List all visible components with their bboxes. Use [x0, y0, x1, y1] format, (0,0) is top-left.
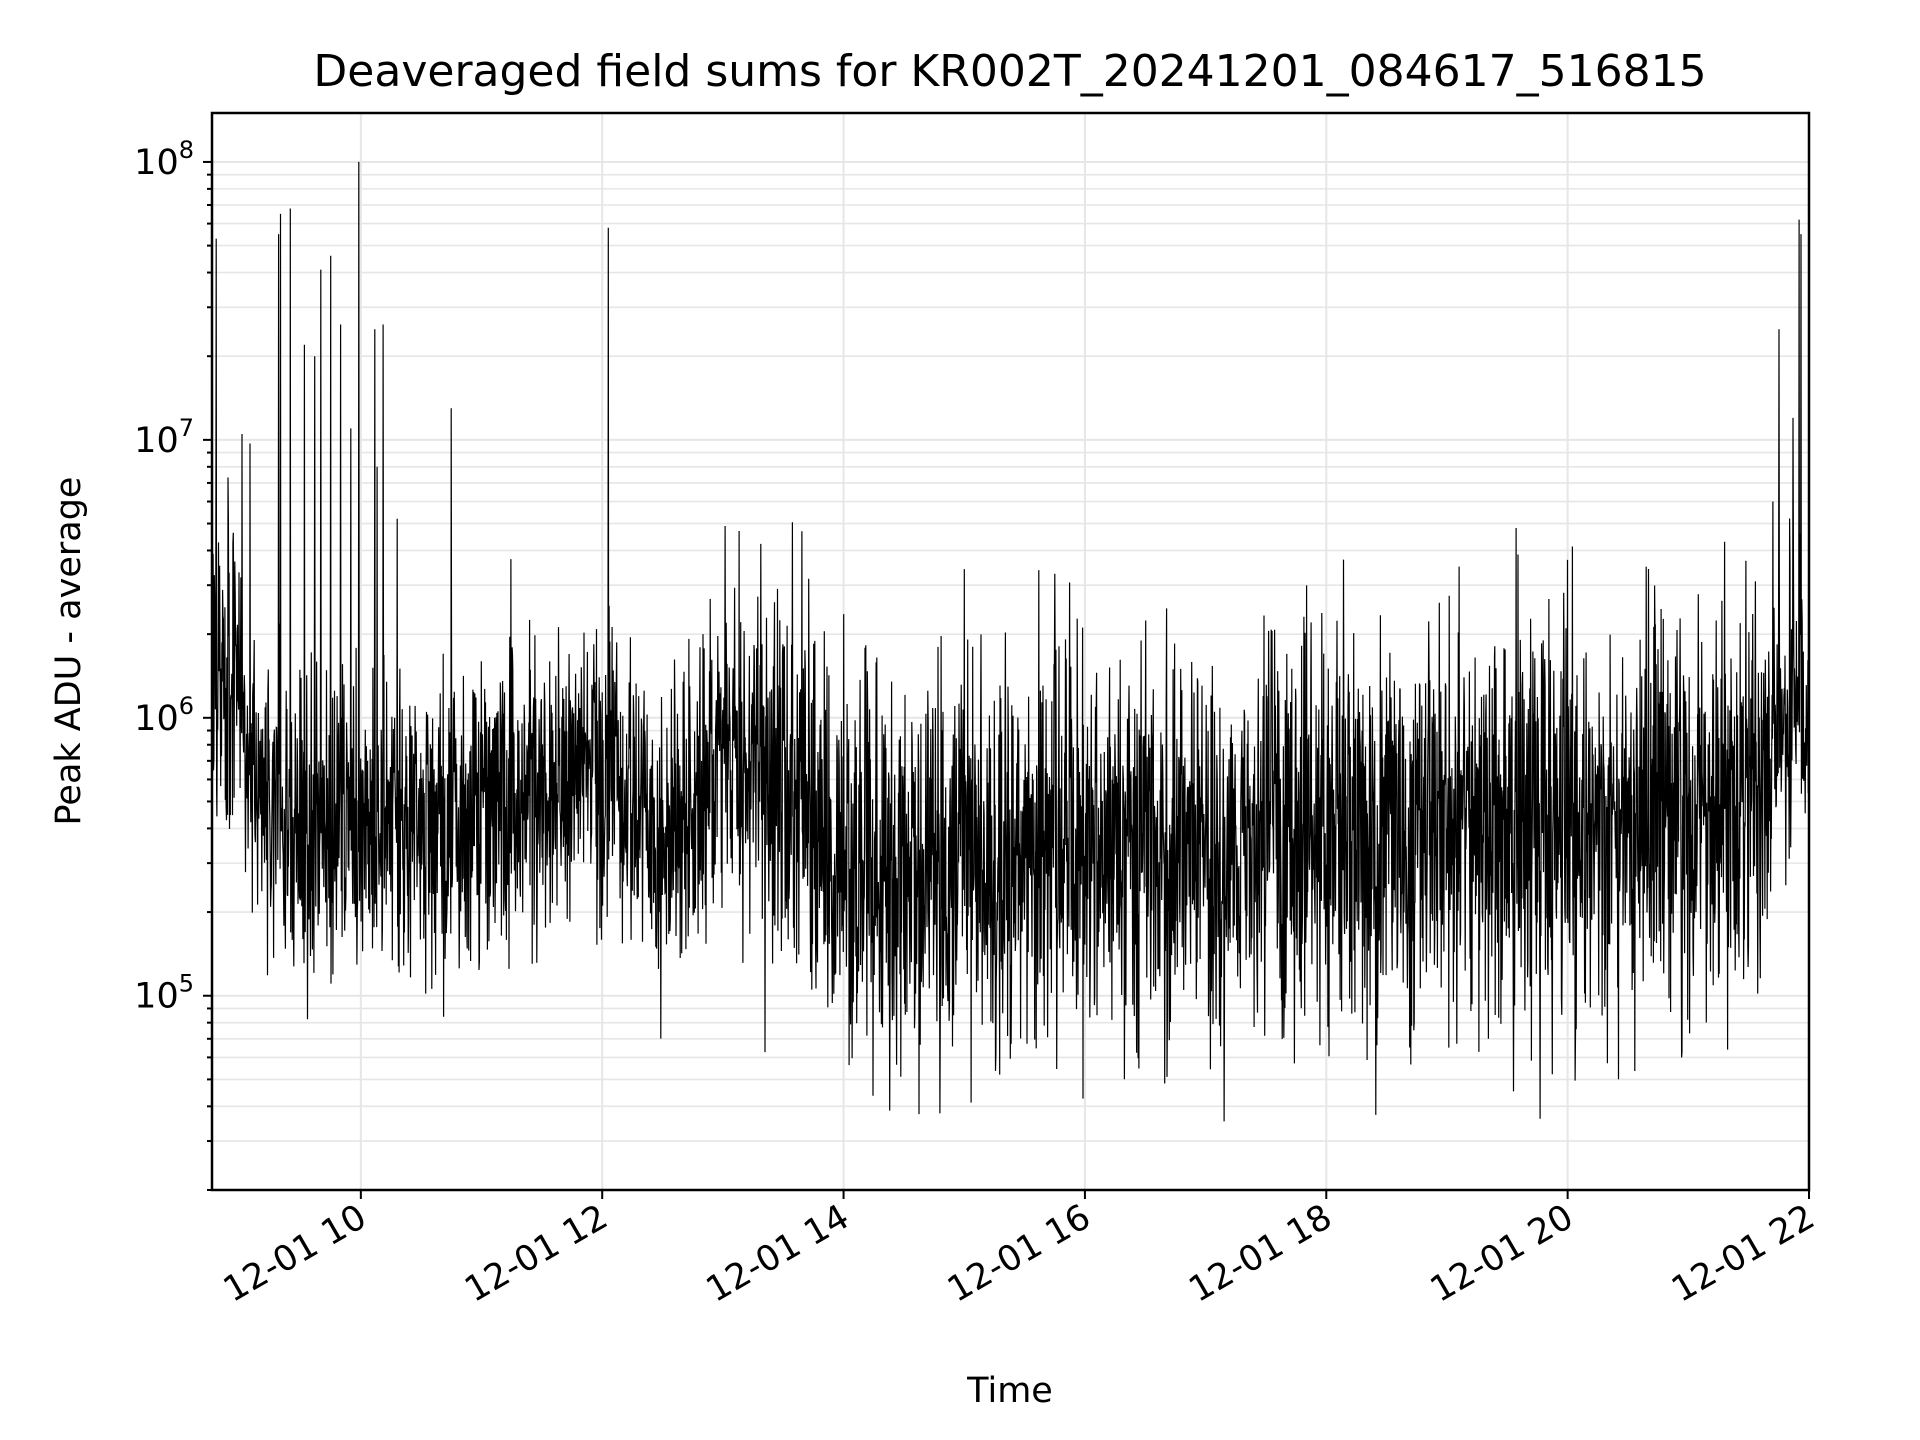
y-tick-label-exponent: 6 [179, 692, 194, 720]
y-tick-label-base: 10 [134, 699, 179, 739]
y-tick-label-exponent: 5 [179, 970, 194, 998]
y-tick-label: 105 [134, 970, 194, 1017]
y-tick-label-base: 10 [134, 421, 179, 461]
series-line [211, 161, 1810, 1122]
plot-frame [210, 111, 1811, 1192]
y-tick-label: 106 [134, 692, 194, 739]
series-path [211, 161, 1810, 1122]
y-tick-label: 107 [134, 414, 194, 461]
y-tick-label: 108 [134, 136, 194, 183]
chart-title: Deaveraged field sums for KR002T_2024120… [313, 46, 1706, 97]
y-tick-label-base: 10 [134, 143, 179, 183]
axis-ticks [203, 160, 1810, 1199]
y-axis-label: Peak ADU - average [49, 477, 89, 826]
x-axis-label: Time [966, 1371, 1053, 1411]
y-tick-label-exponent: 7 [179, 414, 194, 442]
y-tick-label-exponent: 8 [179, 136, 194, 164]
y-tick-label-base: 10 [134, 977, 179, 1017]
